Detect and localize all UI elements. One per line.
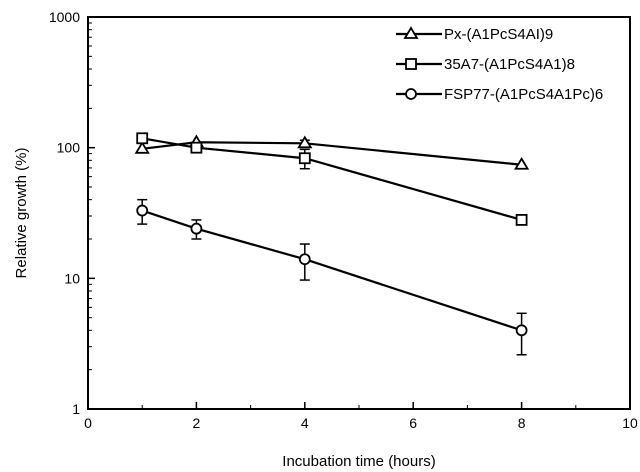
- data-point-circle: [136, 204, 149, 217]
- legend-entry: FSP77-(A1PcS4A1Pc)6: [396, 86, 603, 103]
- y-tick-label: 1000: [49, 9, 80, 25]
- x-tick-label: 0: [84, 415, 92, 431]
- y-tick-label: 100: [57, 140, 81, 156]
- data-point-circle: [190, 222, 203, 235]
- axis-ticks: 0 2 4 6 8 10 1 10 100 1000: [49, 9, 638, 431]
- data-point-square: [136, 132, 149, 145]
- data-point-square: [515, 214, 528, 226]
- legend-entry: 35A7-(A1PcS4A1)8: [396, 56, 575, 73]
- legend-label: FSP77-(A1PcS4A1Pc)6: [444, 86, 603, 103]
- legend-label: Px-(A1PcS4AI)9: [444, 26, 553, 43]
- series-line: [141, 209, 522, 332]
- legend-marker-triangle: [403, 26, 419, 39]
- series-triangle: [134, 134, 530, 170]
- legend-entry: Px-(A1PcS4AI)9: [396, 26, 553, 43]
- y-axis-label: Relative growth (%): [13, 148, 30, 279]
- data-point-square: [298, 152, 311, 165]
- series-group: [134, 132, 530, 356]
- plot-area: [87, 16, 631, 410]
- series-circle: [136, 198, 528, 356]
- data-point-circle: [298, 253, 311, 266]
- data-point-square: [190, 141, 203, 154]
- data-point-triangle: [514, 157, 530, 170]
- data-point-circle: [515, 324, 528, 337]
- series-line: [142, 141, 522, 166]
- data-point-triangle: [297, 135, 313, 149]
- x-axis-label: Incubation time (hours): [282, 453, 435, 470]
- x-tick-label: 10: [622, 415, 638, 431]
- x-tick-label: 8: [518, 415, 526, 431]
- x-tick-label: 2: [193, 415, 201, 431]
- legend: Px-(A1PcS4AI)9 35A7-(A1PcS4A1)8 FSP77-(A1P…: [396, 26, 603, 103]
- legend-label: 35A7-(A1PcS4A1)8: [444, 56, 575, 73]
- legend-marker-square: [405, 58, 417, 70]
- data-point-triangle: [134, 141, 150, 154]
- series-square: [136, 132, 528, 226]
- legend-marker-circle: [405, 88, 417, 100]
- y-tick-label: 1: [72, 401, 80, 417]
- series-line: [142, 137, 522, 221]
- plot-frame: [87, 16, 631, 410]
- x-tick-label: 4: [301, 415, 309, 431]
- y-tick-label: 10: [64, 270, 80, 286]
- x-tick-label: 6: [409, 415, 417, 431]
